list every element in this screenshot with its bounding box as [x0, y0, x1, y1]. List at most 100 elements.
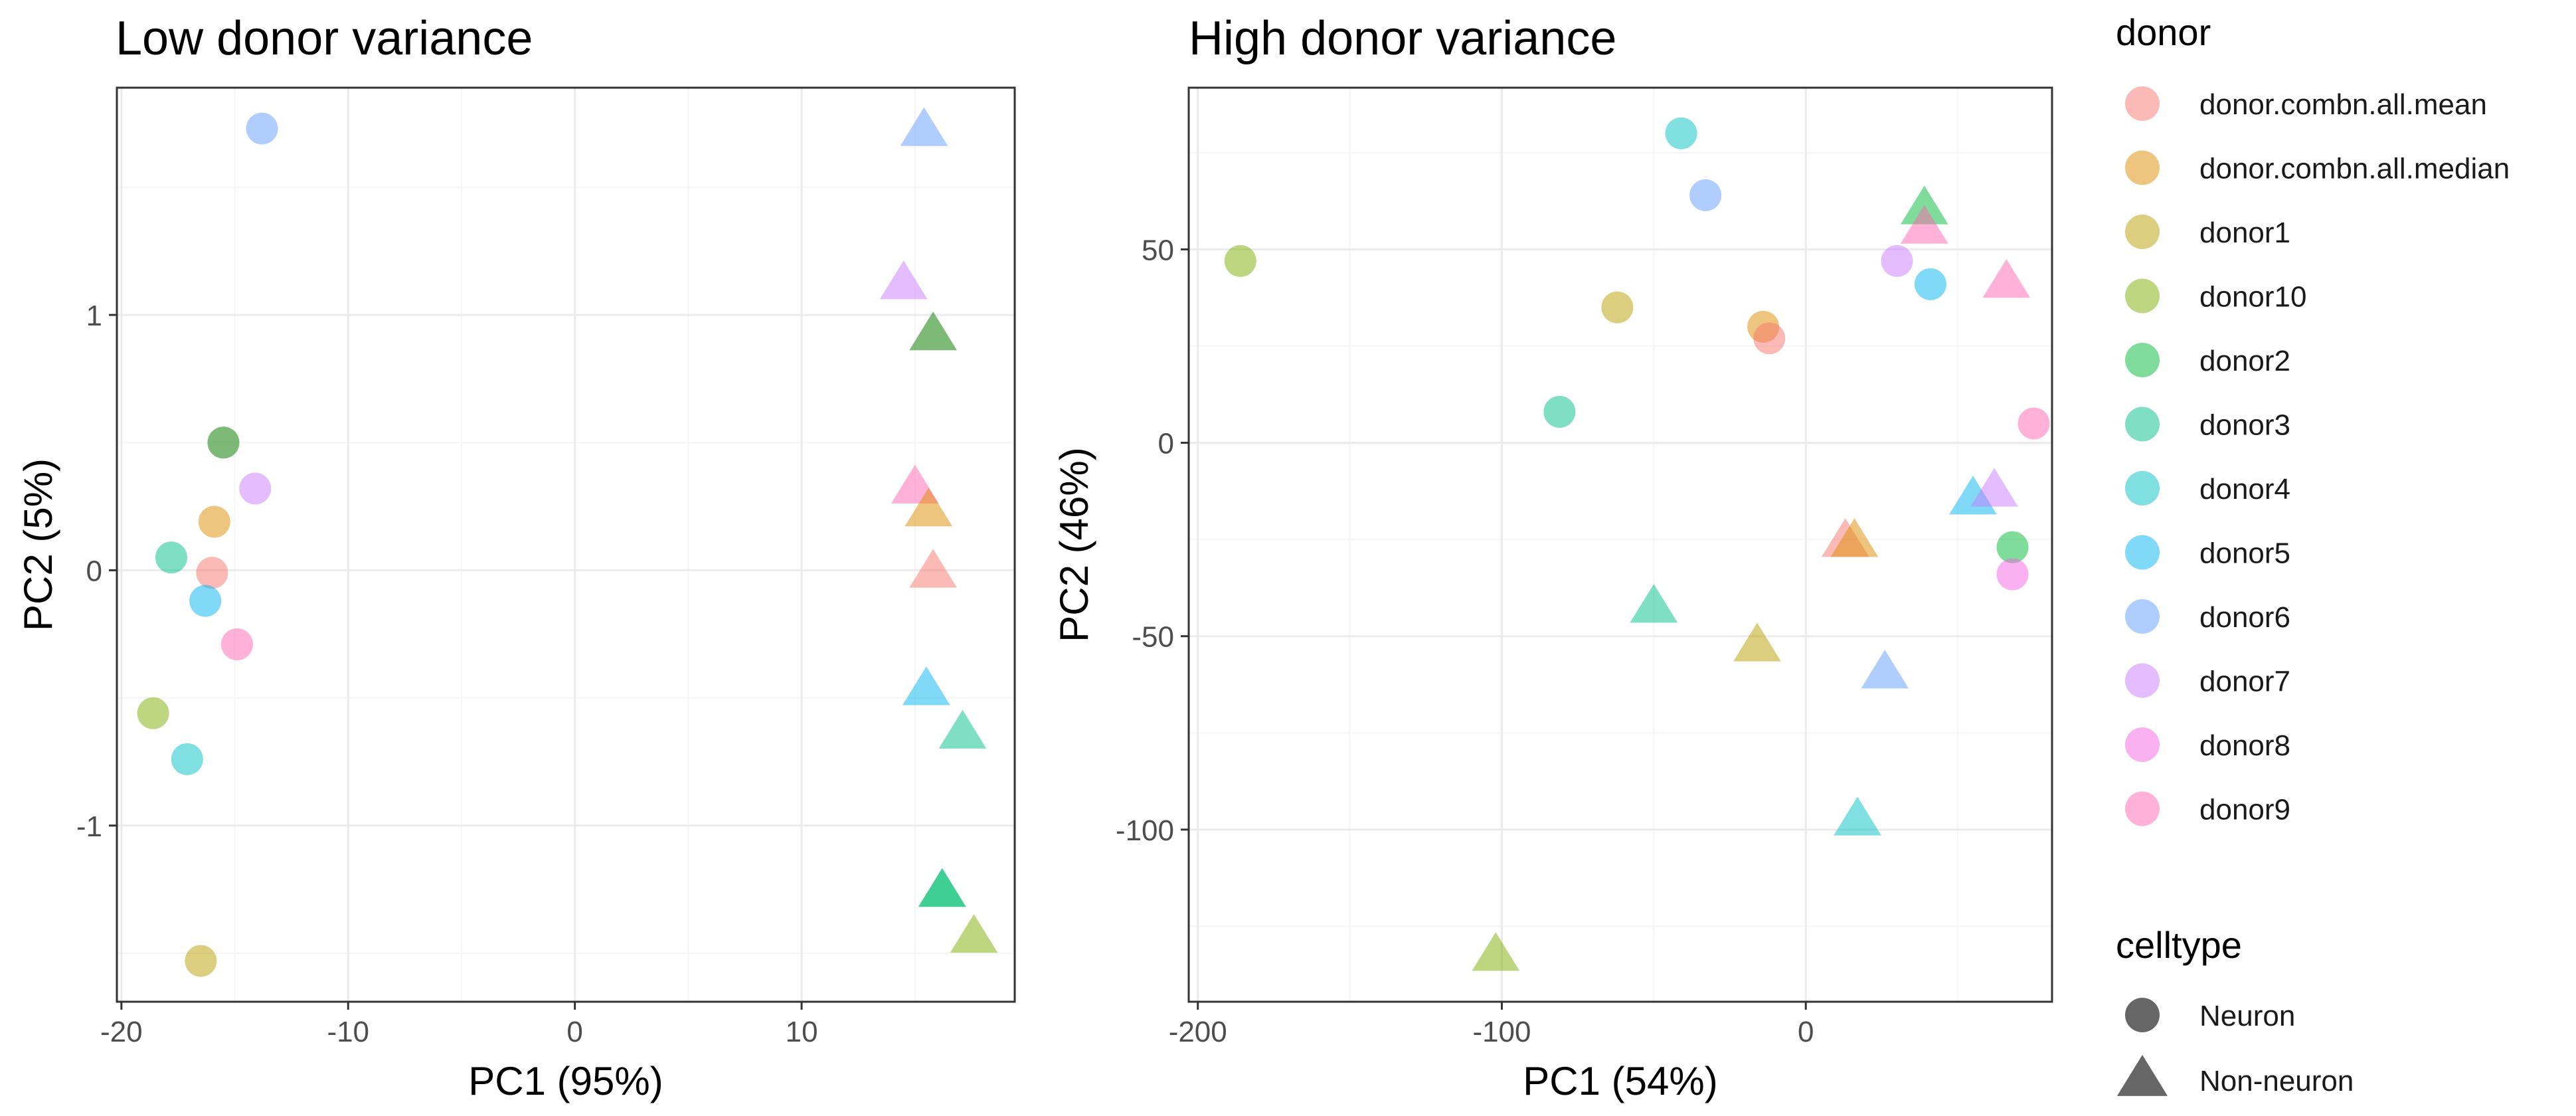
point-donor5-neuron	[1914, 268, 1946, 300]
point-donor8-neuron	[1996, 558, 2029, 591]
point-donor-combn-all-mean-neuron	[1753, 322, 1786, 355]
panel-background	[117, 88, 1015, 1002]
y-tick-label: -50	[1132, 621, 1174, 654]
panel-border	[1187, 86, 2053, 1003]
legend-key-donor1	[2125, 215, 2160, 249]
grid-lines	[1189, 88, 2052, 1002]
point-donor-combn-all-mean-neuron	[196, 557, 228, 589]
point-donor10-non-neuron	[950, 914, 998, 953]
point-donor4-neuron	[1665, 117, 1697, 149]
legend-key-donor10	[2125, 278, 2160, 314]
point-donor3-non-neuron	[938, 709, 987, 749]
point-donor2-neuron	[207, 426, 240, 459]
point-donor1-non-neuron	[1733, 622, 1781, 662]
legend-label: donor9	[2199, 794, 2290, 826]
point-donor-combn-all-mean-non-neuron	[909, 549, 957, 588]
grid-lines	[117, 88, 1015, 1002]
point-donor2-non-neuron	[909, 311, 957, 351]
legend-label: donor4	[2199, 473, 2290, 506]
point-donor3-neuron	[155, 541, 187, 574]
x-tick-label: 0	[1798, 1016, 1814, 1048]
y-tick-label: -100	[1116, 814, 1174, 847]
axis-ticks: -20 -10 0 10-101	[76, 300, 818, 1048]
legend-celltype-items: Neuron Non-neuron	[2116, 998, 2354, 1097]
legend-label: Non-neuron	[2199, 1065, 2354, 1097]
point-donor9-neuron	[2018, 407, 2050, 440]
point-donor3-non-neuron	[1630, 584, 1678, 623]
point-donor7-non-neuron	[879, 260, 928, 300]
point-donor7-non-neuron	[1970, 468, 2018, 507]
legend-label: Neuron	[2199, 1000, 2295, 1032]
y-tick-label: -1	[76, 810, 102, 843]
data-points	[137, 107, 998, 977]
point-donor9-non-neuron	[1982, 258, 2031, 298]
legend-label: donor10	[2199, 281, 2306, 314]
x-tick-label: -200	[1169, 1016, 1227, 1048]
legend-title-celltype: celltype	[2116, 924, 2242, 966]
legend-label: donor1	[2199, 217, 2290, 249]
legend-key-donor-combn-all-median	[2125, 150, 2160, 185]
legend-key-donor9	[2125, 791, 2160, 826]
legend-key-donor3	[2125, 407, 2160, 442]
legend-donor-items: donor.combn.all.mean donor.combn.all.medi…	[2125, 86, 2510, 826]
point-donor9-non-neuron	[1900, 205, 1948, 244]
panel-title: Low donor variance	[116, 12, 533, 65]
x-tick-label: 10	[786, 1016, 818, 1048]
x-tick-label: 0	[566, 1016, 582, 1048]
legend-label: donor.combn.all.median	[2199, 153, 2510, 185]
legend-key-donor6	[2125, 599, 2160, 634]
y-tick-label: 1	[86, 300, 102, 332]
point-donor6-neuron	[1689, 179, 1722, 211]
legend-label: donor5	[2199, 537, 2290, 570]
point-donor10-non-neuron	[1472, 932, 1520, 971]
legend-key-donor-combn-all-mean	[2125, 86, 2160, 121]
point-donor1-neuron	[185, 945, 217, 977]
legend-label: donor.combn.all.mean	[2199, 88, 2487, 121]
data-points	[1224, 117, 2050, 971]
legend-label: donor7	[2199, 666, 2290, 698]
x-axis-title: PC1 (54%)	[1523, 1059, 1717, 1103]
point-donor-combn-all-median-non-neuron	[904, 488, 953, 527]
legend-key-donor8	[2125, 727, 2160, 762]
axis-ticks: -200 -100 0 -100 -50 0 50	[1116, 234, 1814, 1048]
legend-label: donor8	[2199, 729, 2290, 762]
point-donor9-neuron	[220, 628, 253, 660]
point-donor5-neuron	[189, 585, 222, 617]
legend-label: donor2	[2199, 345, 2290, 377]
legend-key-non-neuron	[2116, 1055, 2168, 1096]
x-axis-title: PC1 (95%)	[468, 1059, 663, 1103]
legend-key-neuron	[2125, 998, 2160, 1032]
point-donor7-neuron	[1881, 244, 1913, 277]
point-donor-combn-all-median-non-neuron	[1830, 518, 1879, 557]
legend-title-donor: donor	[2116, 11, 2211, 53]
point-donor-combn-all-median-neuron	[198, 506, 230, 538]
x-tick-label: -100	[1472, 1016, 1531, 1048]
point-donor4-non-neuron	[1834, 796, 1881, 836]
point-donor3-neuron	[1543, 395, 1576, 428]
y-tick-label: 50	[1142, 234, 1174, 266]
point-donor10-neuron	[137, 697, 169, 729]
point-donor3-non-neuron	[918, 868, 966, 907]
panel-high-donor-variance: High donor variance -200 -100 0-100-50050 …	[1052, 12, 2053, 1103]
point-donor6-non-neuron	[1861, 650, 1909, 689]
point-donor6-neuron	[246, 112, 278, 145]
point-donor5-non-neuron	[902, 666, 950, 705]
legend-label: donor6	[2199, 601, 2290, 634]
panel-border	[116, 86, 1016, 1003]
y-axis-title: PC2 (5%)	[16, 458, 60, 631]
point-donor4-neuron	[171, 743, 203, 775]
point-donor7-neuron	[239, 472, 272, 505]
panel-low-donor-variance: Low donor variance -20 -10 0 10-101 PC1 (95…	[16, 12, 1016, 1103]
y-tick-label: 0	[1158, 428, 1174, 460]
legend-key-donor2	[2125, 343, 2160, 377]
point-donor2-neuron	[1996, 531, 2029, 563]
legend: donor donor.combn.all.meandonor.combn.al…	[2116, 11, 2510, 1097]
point-donor6-non-neuron	[900, 107, 948, 146]
y-axis-title: PC2 (46%)	[1052, 447, 1096, 642]
panel-title: High donor variance	[1189, 12, 1616, 65]
legend-key-donor5	[2125, 535, 2160, 570]
point-donor1-neuron	[1601, 291, 1634, 324]
point-donor10-neuron	[1224, 244, 1256, 277]
y-tick-label: 0	[86, 555, 102, 587]
